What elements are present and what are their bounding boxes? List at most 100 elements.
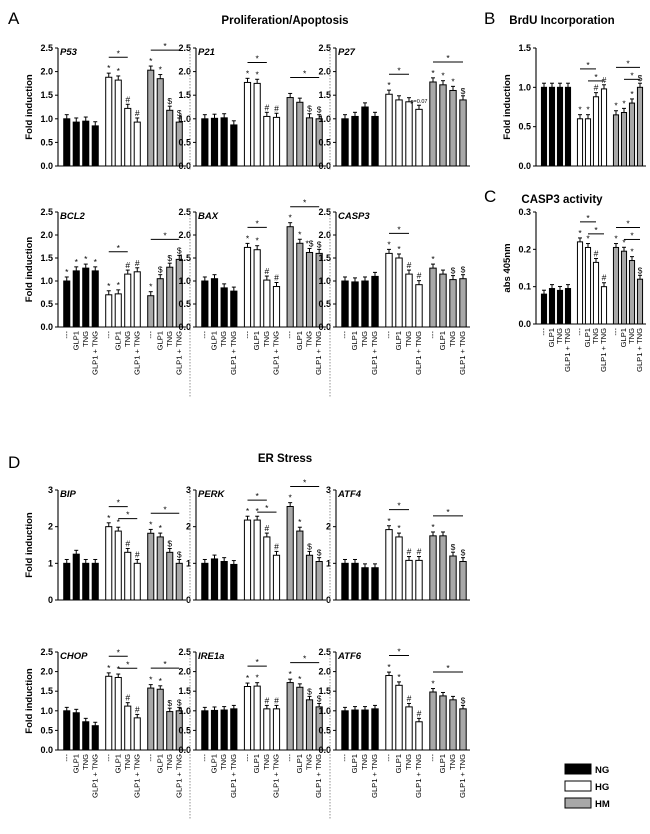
chart-p53-significance-mark: # bbox=[135, 108, 140, 118]
chart-chop-x-tick-label: GLP1 bbox=[71, 754, 80, 773]
chart-bip-y-tick-label: 1 bbox=[48, 558, 53, 568]
chart-casp3-x-tick-label: --- bbox=[384, 331, 393, 339]
chart-p21-y-tick-label: 0.5 bbox=[178, 137, 191, 147]
chart-ire1a-bar bbox=[272, 708, 281, 751]
chart-p21-bracket-label: * bbox=[303, 69, 307, 79]
chart-bax-x-tick-label: GLP1 bbox=[295, 331, 304, 350]
chart-bcl2-bar bbox=[124, 273, 132, 328]
chart-atf4-bar bbox=[351, 562, 359, 601]
chart-bcl2-x-tick-label: TNG bbox=[165, 331, 174, 347]
chart-perk-bar bbox=[272, 554, 281, 601]
chart-casp3act-significance-mark: * bbox=[586, 234, 590, 244]
chart-ire1a-bar bbox=[210, 709, 219, 751]
chart-p53-bracket-label: * bbox=[163, 41, 167, 51]
chart-ire1a-significance-mark: * bbox=[256, 673, 260, 683]
chart-atf6-x-tick-label: GLP1 + TNG bbox=[414, 754, 423, 798]
chart-atf6-x-tick-label: GLP1 bbox=[394, 754, 403, 773]
chart-atf4-bracket-label: * bbox=[397, 501, 401, 511]
chart-p27-y-tick-label: 2.5 bbox=[318, 43, 331, 53]
chart-ire1a-significance-mark: $ bbox=[307, 686, 312, 696]
chart-bip-bar bbox=[175, 562, 183, 601]
chart-p27-bar bbox=[341, 118, 349, 167]
chart-p27-bar bbox=[385, 93, 393, 167]
chart-casp3-x-tick-label: GLP1 + TNG bbox=[414, 331, 423, 375]
chart-brdu-bar bbox=[628, 102, 636, 167]
chart-chop-significance-mark: # bbox=[125, 693, 130, 703]
chart-p53-significance-mark: $ bbox=[167, 96, 172, 106]
chart-chop-bracket-label: * bbox=[126, 659, 130, 669]
chart-ire1a-x-tick-label: GLP1 bbox=[252, 754, 261, 773]
chart-bip-significance-mark: * bbox=[117, 517, 121, 527]
chart-casp3act-bar bbox=[576, 241, 584, 325]
chart-p27-significance-mark: * bbox=[431, 68, 435, 78]
chart-casp3-y-tick-label: 1.5 bbox=[318, 253, 331, 263]
chart-chop-bar bbox=[63, 710, 71, 751]
chart-casp3-bracket-label: * bbox=[397, 224, 401, 234]
chart-casp3act-significance-mark: * bbox=[614, 234, 618, 244]
chart-casp3-y-tick-label: 0.0 bbox=[318, 322, 331, 332]
chart-perk-y-tick-label: 2 bbox=[186, 522, 191, 532]
chart-bcl2-bar bbox=[175, 258, 183, 328]
chart-bax-x-tick-label: TNG bbox=[262, 331, 271, 347]
chart-ire1a-y-tick-label: 2.0 bbox=[178, 667, 191, 677]
chart-bip-bar bbox=[166, 551, 174, 601]
chart-casp3act-bar bbox=[592, 261, 600, 325]
chart-p27-bar bbox=[415, 108, 423, 167]
chart-p21-bar bbox=[243, 81, 252, 167]
chart-ire1a-x-tick-label: TNG bbox=[219, 754, 228, 770]
chart-bcl2-bar bbox=[91, 270, 99, 328]
chart-p21-gene-label: P21 bbox=[198, 47, 215, 58]
chart-brdu-y-axis-title: Fold induction bbox=[502, 74, 513, 140]
chart-bip-gene-label: BIP bbox=[60, 489, 77, 500]
chart-perk-gene-label: PERK bbox=[198, 489, 226, 500]
chart-atf6-significance-mark: * bbox=[387, 662, 391, 672]
legend-label-ng: NG bbox=[595, 765, 609, 776]
chart-atf6-significance-mark: # bbox=[417, 708, 422, 718]
chart-p53-y-tick-label: 2.0 bbox=[40, 67, 53, 77]
chart-atf6-bar bbox=[429, 691, 437, 751]
chart-casp3-significance-mark: * bbox=[431, 254, 435, 264]
chart-bcl2-significance-mark: * bbox=[149, 282, 153, 292]
legend-swatch-hm bbox=[564, 797, 592, 809]
chart-p27-bracket-label: * bbox=[397, 65, 401, 75]
legend-label-hm: HM bbox=[595, 799, 610, 810]
chart-bcl2-significance-mark: * bbox=[65, 267, 69, 277]
chart-brdu-bracket-label: * bbox=[594, 72, 598, 82]
chart-casp3act-bar bbox=[612, 246, 620, 325]
chart-bcl2-gene-label: BCL2 bbox=[60, 211, 86, 222]
chart-casp3-y-tick-label: 1.0 bbox=[318, 276, 331, 286]
chart-bcl2-x-tick-label: GLP1 bbox=[113, 331, 122, 350]
chart-bip-bar bbox=[82, 562, 90, 601]
chart-casp3-bar bbox=[371, 275, 379, 328]
chart-bcl2-significance-mark: * bbox=[84, 254, 88, 264]
chart-perk-bar bbox=[263, 536, 271, 601]
chart-perk-significance-mark: $ bbox=[317, 548, 322, 558]
chart-chop-x-tick-label: GLP1 bbox=[155, 754, 164, 773]
chart-ire1a-x-tick-label: --- bbox=[285, 754, 294, 762]
chart-atf6-gene-label: ATF6 bbox=[337, 651, 362, 662]
chart-bax-gene-label: BAX bbox=[198, 211, 219, 222]
chart-bcl2-x-tick-label: --- bbox=[146, 331, 155, 339]
chart-p53-y-axis-title: Fold induction bbox=[24, 74, 35, 140]
chart-brdu-significance-mark: * bbox=[586, 105, 590, 115]
chart-chop-x-tick-label: --- bbox=[62, 754, 71, 762]
panel-label-d: D bbox=[8, 453, 20, 472]
chart-casp3-x-tick-label: GLP1 + TNG bbox=[370, 331, 379, 375]
chart-perk-bar bbox=[243, 519, 252, 601]
chart-bax-bar bbox=[243, 246, 252, 328]
chart-chop-bar bbox=[82, 721, 90, 751]
chart-ire1a-y-tick-label: 0.5 bbox=[178, 725, 191, 735]
chart-atf4-y-tick-label: 3 bbox=[326, 485, 331, 495]
chart-bax-significance-mark: $ bbox=[317, 239, 322, 249]
chart-casp3-x-tick-label: GLP1 + TNG bbox=[458, 331, 467, 375]
chart-p53-significance-mark: # bbox=[125, 94, 130, 104]
chart-ire1a-bracket-label: * bbox=[303, 654, 307, 664]
chart-ire1a-significance-mark: * bbox=[289, 669, 293, 679]
legend-label-hg: HG bbox=[595, 782, 609, 793]
chart-p21-significance-mark: * bbox=[246, 68, 250, 78]
chart-ire1a-bar bbox=[286, 682, 294, 751]
chart-atf6-bar bbox=[439, 695, 447, 751]
chart-brdu-significance-mark: # bbox=[602, 75, 607, 85]
chart-casp3act-x-tick-label: GLP1 bbox=[619, 328, 628, 347]
